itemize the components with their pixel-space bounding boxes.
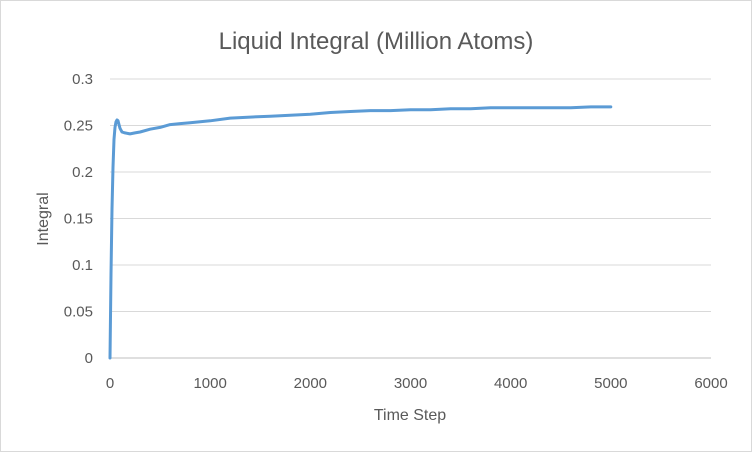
x-axis-label: Time Step	[374, 407, 446, 424]
series-line-1	[108, 105, 613, 360]
x-tick-label: 5000	[594, 375, 627, 392]
grid-lines	[110, 78, 711, 359]
chart-title: Liquid Integral (Million Atoms)	[219, 28, 534, 55]
y-tick-label: 0.2	[72, 164, 93, 181]
y-tick-label: 0.15	[64, 211, 93, 228]
series-layer	[108, 105, 613, 360]
y-axis-label: Integral	[35, 192, 52, 245]
y-tick-label: 0.1	[72, 257, 93, 274]
y-tick-label: 0	[85, 350, 93, 367]
y-axis-ticks: 0 0.05 0.1 0.15 0.2 0.25 0.3	[64, 71, 93, 367]
x-tick-label: 6000	[694, 375, 727, 392]
x-tick-label: 3000	[394, 375, 427, 392]
x-tick-label: 2000	[294, 375, 327, 392]
x-tick-label: 4000	[494, 375, 527, 392]
y-tick-label: 0.25	[64, 118, 93, 135]
y-tick-label: 0.05	[64, 304, 93, 321]
x-tick-label: 0	[106, 375, 114, 392]
x-axis-ticks: 0 1000 2000 3000 4000 5000 6000	[106, 375, 728, 392]
y-tick-label: 0.3	[72, 71, 93, 88]
x-tick-label: 1000	[193, 375, 226, 392]
